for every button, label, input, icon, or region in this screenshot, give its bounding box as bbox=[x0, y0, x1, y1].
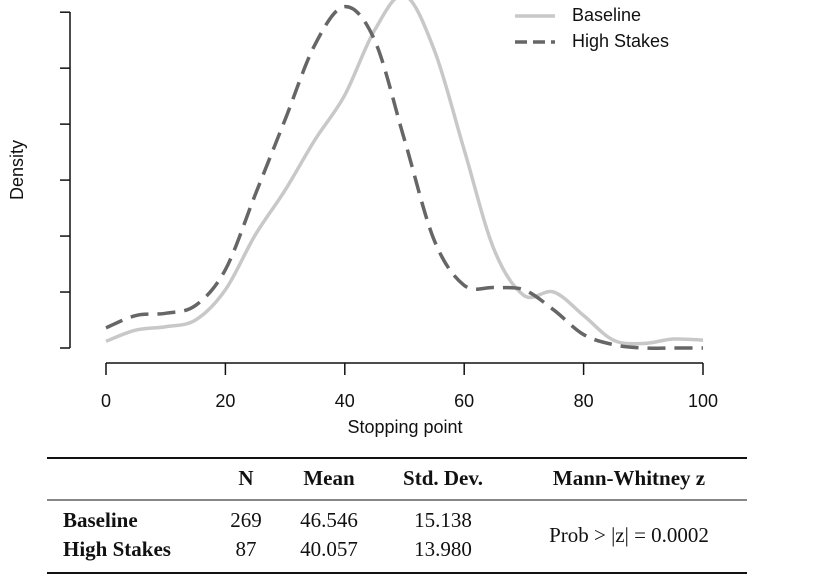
row-label: Baseline bbox=[63, 508, 138, 532]
table-cell: 15.138 bbox=[414, 508, 472, 532]
density-line bbox=[105, 0, 704, 346]
table-cell: 87 bbox=[236, 537, 257, 561]
table-cell: 269 bbox=[230, 508, 262, 532]
table-cell: 13.980 bbox=[414, 537, 472, 561]
table-header: N bbox=[238, 466, 253, 490]
y-axis-title: Density bbox=[7, 140, 27, 200]
x-tick-label: 80 bbox=[574, 391, 594, 411]
test-result: Prob > |z| = 0.0002 bbox=[549, 523, 709, 547]
row-label: High Stakes bbox=[63, 537, 171, 561]
legend-label: Baseline bbox=[572, 5, 641, 25]
table-cell: 46.546 bbox=[300, 508, 358, 532]
x-tick-label: 40 bbox=[335, 391, 355, 411]
x-tick-label: 0 bbox=[101, 391, 111, 411]
table-header: Mann-Whitney z bbox=[553, 466, 705, 490]
table-cell: 40.057 bbox=[300, 537, 358, 561]
density-line bbox=[105, 4, 703, 350]
x-tick-label: 20 bbox=[215, 391, 235, 411]
x-tick-label: 100 bbox=[688, 391, 718, 411]
table-header: Mean bbox=[303, 466, 355, 490]
x-tick-label: 60 bbox=[454, 391, 474, 411]
x-axis-title: Stopping point bbox=[347, 417, 462, 437]
legend-label: High Stakes bbox=[572, 31, 669, 51]
table-header: Std. Dev. bbox=[403, 466, 483, 490]
